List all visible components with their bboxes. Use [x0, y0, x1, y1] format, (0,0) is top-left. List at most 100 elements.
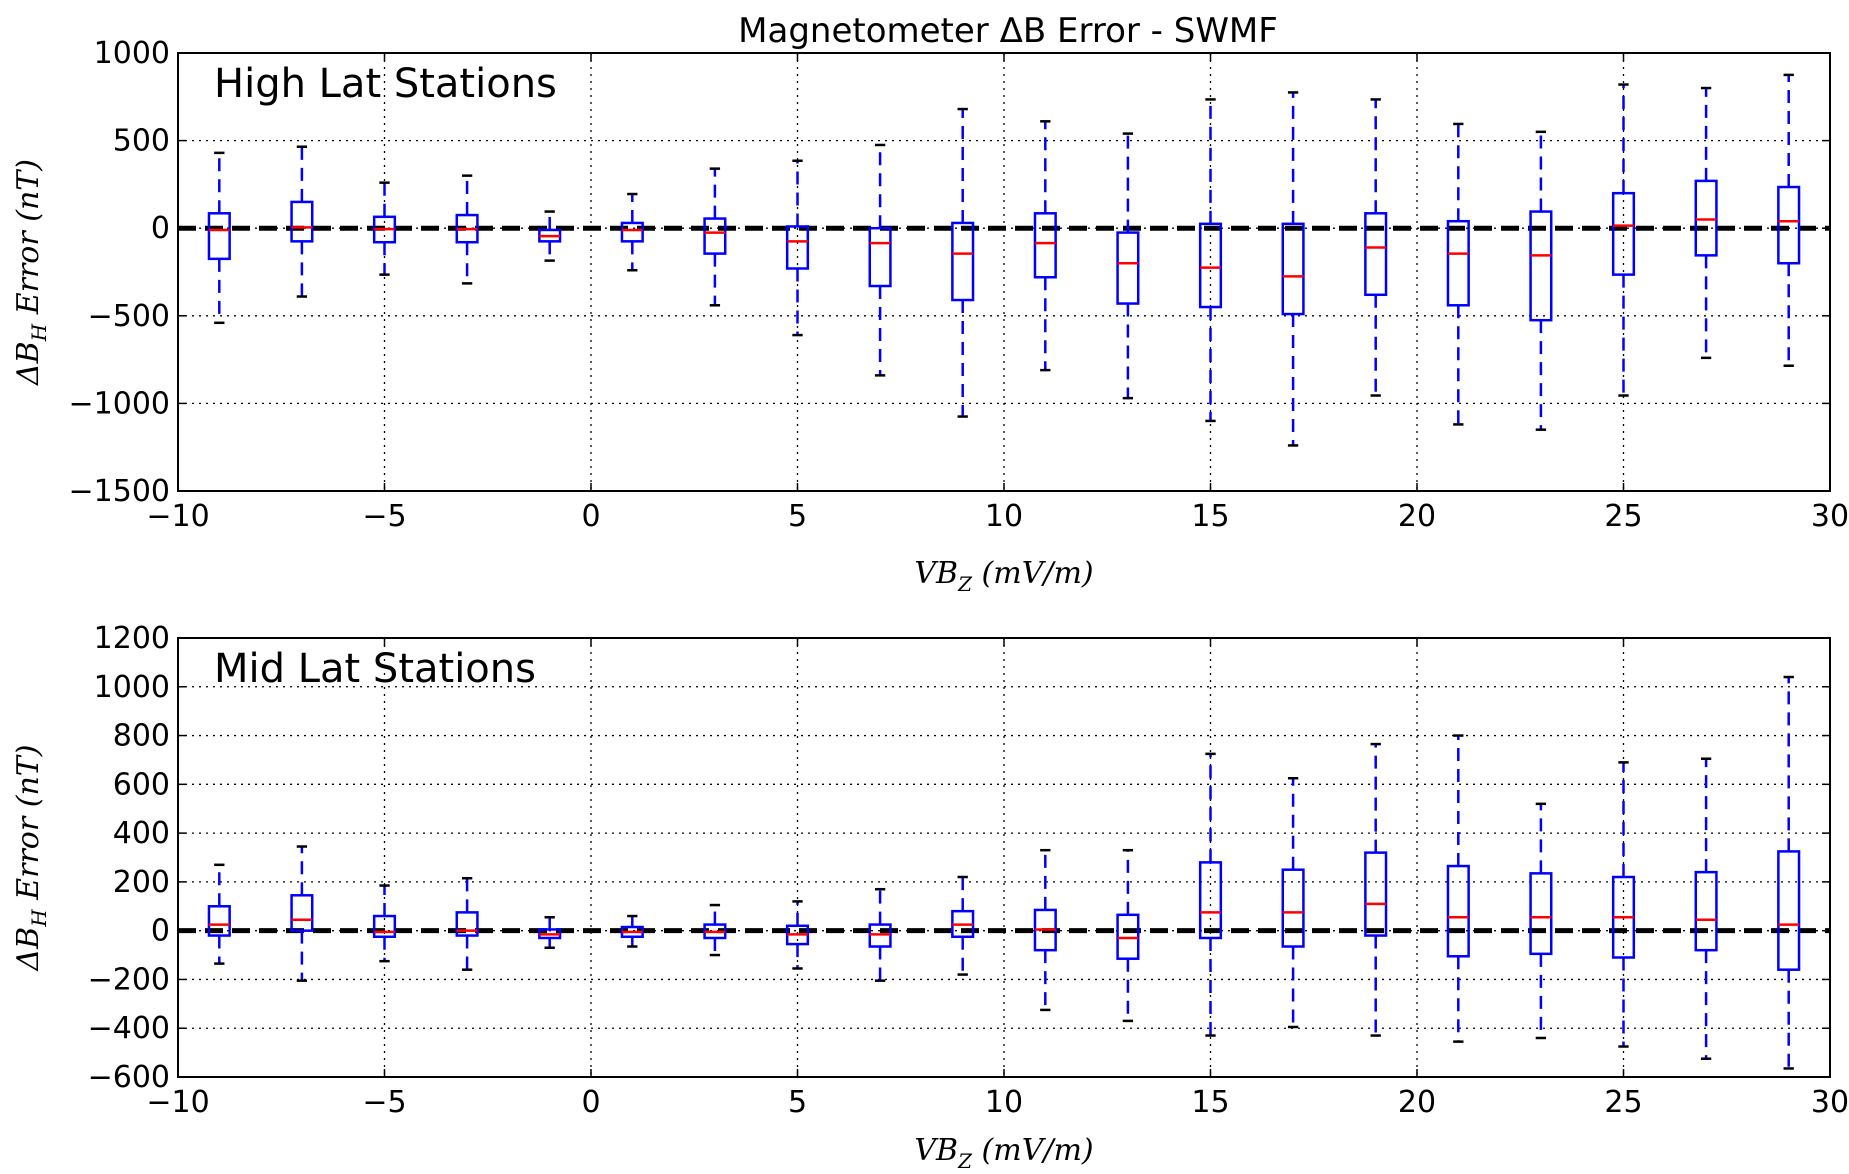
- box-2: [290, 145, 314, 298]
- box-17: [1529, 130, 1553, 431]
- box-iqr: [1446, 864, 1470, 958]
- box-iqr: [703, 217, 727, 255]
- box-iqr: [1198, 861, 1223, 940]
- box-iqr: [1611, 191, 1636, 276]
- x-tick-label: 20: [1398, 499, 1436, 534]
- box-iqr: [1198, 222, 1223, 309]
- box-15: [1364, 98, 1388, 397]
- box-9: [868, 887, 892, 982]
- box-11: [1033, 120, 1057, 372]
- box-14: [1281, 776, 1305, 1029]
- box-iqr: [1694, 179, 1718, 257]
- box-18: [1611, 83, 1636, 397]
- box-6: [620, 914, 644, 948]
- x-tick-label: 20: [1398, 1085, 1436, 1120]
- x-tick-label: −5: [362, 1085, 406, 1120]
- y-tick-label: −500: [88, 299, 170, 334]
- y-tick-label: 600: [113, 767, 170, 802]
- box-iqr: [951, 221, 975, 302]
- box-iqr: [1116, 231, 1140, 305]
- x-axis-label: VBZ (mV/m): [914, 1133, 1093, 1173]
- box-iqr: [868, 226, 892, 288]
- x-tick-label: −5: [362, 499, 406, 534]
- y-axis-label: ΔBH Error (nT): [11, 745, 51, 972]
- x-tick-label: 0: [581, 1085, 600, 1120]
- box-iqr: [1446, 219, 1470, 307]
- x-tick-label: −10: [146, 1085, 209, 1120]
- box-19: [1694, 757, 1718, 1060]
- high-lat-chart: −10 −5 0 5 10 15 20 25 30 −1500 −1000 −500 0 500 1000 H…: [11, 36, 1849, 596]
- y-tick-label: 1000: [94, 670, 170, 705]
- box-16: [1446, 122, 1470, 426]
- x-tick-label: 5: [788, 1085, 807, 1120]
- box-10: [951, 875, 975, 976]
- x-tick-label: 10: [985, 1085, 1023, 1120]
- box-8: [785, 159, 810, 337]
- mid-lat-chart: −10 −5 0 5 10 15 20 25 30 −600 −400 −200 0 200 400 600 8…: [11, 621, 1849, 1173]
- box-18: [1611, 761, 1636, 1048]
- box-4: [455, 174, 479, 285]
- box-iqr: [1033, 212, 1057, 279]
- box-11: [1033, 848, 1057, 1012]
- box-8: [785, 900, 810, 970]
- box-13: [1198, 98, 1223, 423]
- x-tick-label: 5: [788, 499, 807, 534]
- box-iqr: [1777, 185, 1801, 265]
- y-tick-label: −1500: [69, 474, 170, 509]
- x-tick-label: 25: [1604, 499, 1642, 534]
- box-5: [538, 916, 562, 949]
- box-7: [703, 903, 727, 957]
- figure-title: Magnetometer ΔB Error - SWMF: [738, 11, 1278, 51]
- box-iqr: [290, 200, 314, 243]
- x-axis-label: VBZ (mV/m): [914, 556, 1093, 596]
- box-iqr: [785, 225, 810, 270]
- box-14: [1281, 91, 1305, 447]
- y-tick-label: −400: [88, 1011, 170, 1046]
- y-axis-label: ΔBH Error (nT): [11, 159, 51, 386]
- box-20: [1777, 675, 1801, 1070]
- x-tick-label: 25: [1604, 1085, 1642, 1120]
- box-1: [207, 863, 231, 965]
- y-tick-label: 800: [113, 719, 170, 754]
- box-iqr: [620, 221, 644, 243]
- y-tick-label: 400: [113, 816, 170, 851]
- x-tick-label: 10: [985, 499, 1023, 534]
- y-tick-label: 0: [151, 211, 170, 246]
- plot-frame: [177, 637, 1831, 1078]
- box-iqr: [455, 911, 479, 937]
- box-iqr: [1529, 210, 1553, 322]
- box-2: [290, 845, 314, 982]
- y-tick-label: −1000: [69, 386, 170, 421]
- box-iqr: [1777, 850, 1801, 971]
- box-iqr: [1529, 872, 1553, 956]
- y-tick-label: −200: [88, 962, 170, 997]
- y-tick-label: 1000: [94, 36, 170, 71]
- x-tick-label: 0: [581, 499, 600, 534]
- x-tick-label: 30: [1811, 499, 1849, 534]
- box-iqr: [207, 905, 231, 937]
- box-iqr: [1364, 851, 1388, 937]
- y-tick-label: 0: [151, 914, 170, 949]
- box-1: [207, 151, 231, 325]
- box-12: [1116, 132, 1140, 400]
- box-19: [1694, 86, 1718, 360]
- box-9: [868, 143, 892, 377]
- box-13: [1198, 752, 1223, 1037]
- box-iqr: [1281, 222, 1305, 316]
- x-tick-label: 15: [1191, 499, 1229, 534]
- box-iqr: [1281, 868, 1305, 948]
- box-15: [1364, 742, 1388, 1037]
- box-4: [455, 876, 479, 971]
- box-iqr: [372, 914, 397, 939]
- x-tick-label: 15: [1191, 1085, 1229, 1120]
- x-tick-label: −10: [146, 499, 209, 534]
- panel-label: High Lat Stations: [214, 61, 557, 107]
- box-3: [372, 181, 397, 276]
- y-tick-label: 500: [113, 124, 170, 159]
- y-tick-label: −600: [88, 1060, 170, 1095]
- x-tick-label: 30: [1811, 1085, 1849, 1120]
- box-iqr: [1364, 212, 1388, 297]
- panel-label: Mid Lat Stations: [214, 646, 536, 692]
- y-tick-label: 1200: [94, 621, 170, 656]
